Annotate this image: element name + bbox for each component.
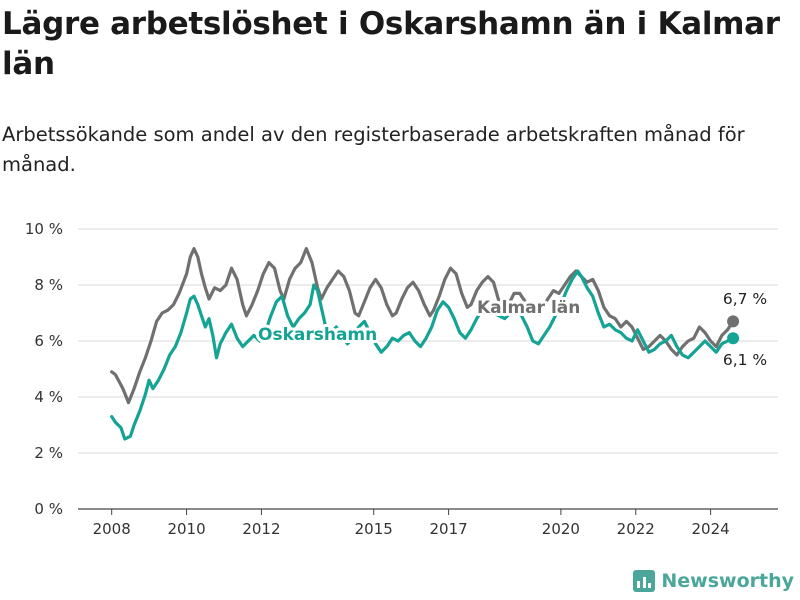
gridlines <box>78 228 778 510</box>
end-value-oskarshamn: 6,1 % <box>723 351 767 369</box>
brand-name: Newsworthy <box>661 570 794 592</box>
x-tick-label: 2017 <box>429 520 467 538</box>
x-tick-label: 2010 <box>167 520 205 538</box>
y-tick-label: 0 % <box>34 500 63 518</box>
end-point-oskarshamn <box>727 332 740 345</box>
x-tick-label: 2008 <box>93 520 131 538</box>
y-axis-ticks: 0 % 2 % 4 % 6 % 8 % 10 % <box>25 220 63 518</box>
chart-title: Lägre arbetslöshet i Oskarshamn än i Kal… <box>2 6 780 82</box>
y-tick-label: 8 % <box>34 276 63 294</box>
y-tick-label: 4 % <box>34 388 63 406</box>
x-tick-label: 2015 <box>355 520 393 538</box>
chart-subtitle: Arbetssökande som andel av den registerb… <box>2 123 745 176</box>
y-tick-label: 2 % <box>34 444 63 462</box>
series-label-oskarshamn: Oskarshamn <box>258 325 377 345</box>
x-axis-ticks: 2008 2010 2012 2015 2017 2020 2022 2024 <box>93 509 730 538</box>
x-tick-label: 2012 <box>242 520 280 538</box>
bar-chart-icon <box>633 570 656 592</box>
end-point-kalmar-l-n <box>727 315 740 328</box>
series-lines <box>110 247 740 441</box>
series-labels: Kalmar län Oskarshamn 6,7 % 6,1 % <box>255 287 770 372</box>
newsworthy-logo[interactable]: Newsworthy <box>633 570 794 592</box>
end-value-kalmar: 6,7 % <box>723 290 767 308</box>
series-line-kalmar-l-n <box>110 247 735 405</box>
series-label-kalmar: Kalmar län <box>477 298 580 318</box>
x-tick-label: 2022 <box>617 520 655 538</box>
y-tick-label: 6 % <box>34 332 63 350</box>
x-tick-label: 2020 <box>542 520 580 538</box>
x-tick-label: 2024 <box>692 520 730 538</box>
series-line-oskarshamn <box>110 269 735 441</box>
y-tick-label: 10 % <box>25 220 63 238</box>
